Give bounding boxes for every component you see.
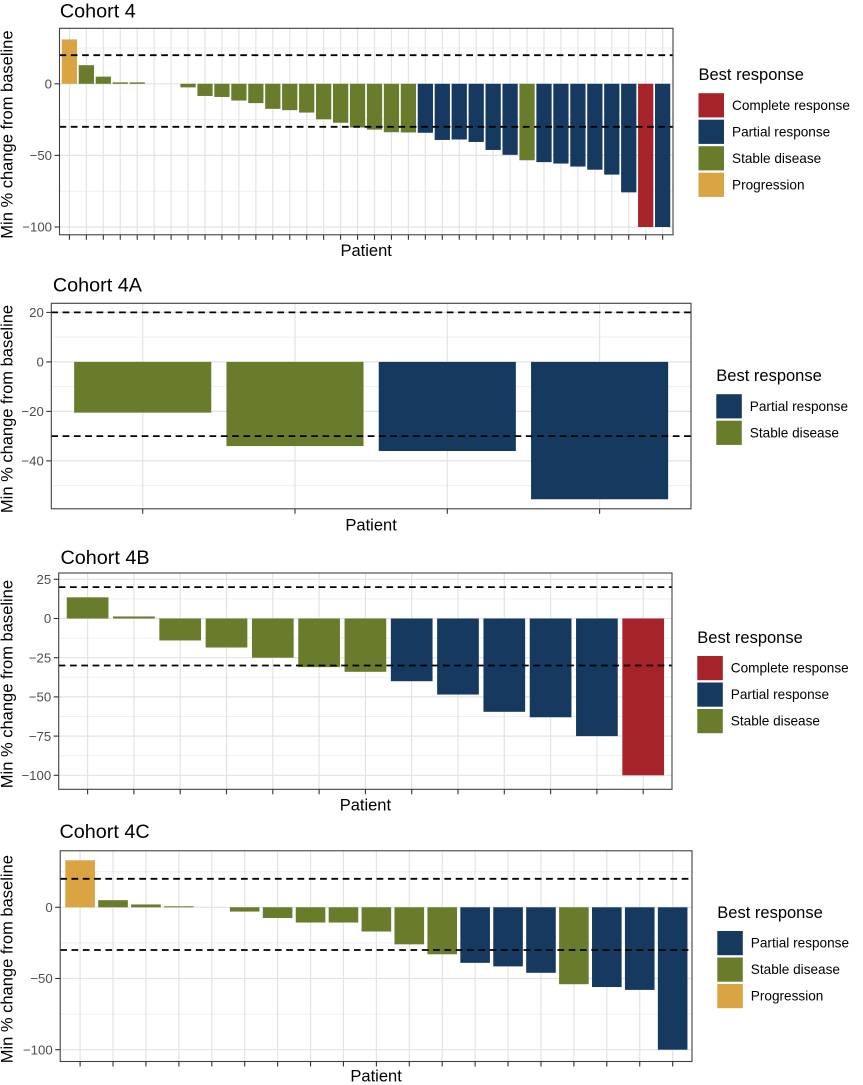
svg-text:Stable disease: Stable disease [731, 714, 820, 729]
svg-text:Cohort 4A: Cohort 4A [53, 274, 143, 296]
svg-text:Best response: Best response [717, 904, 822, 922]
svg-text:Progression: Progression [732, 177, 805, 192]
svg-text:Partial response: Partial response [750, 399, 848, 414]
svg-text:Partial response: Partial response [732, 124, 830, 139]
svg-text:−20: −20 [21, 404, 43, 419]
svg-text:0: 0 [45, 77, 52, 92]
svg-text:Progression: Progression [751, 989, 824, 1004]
svg-text:Patient: Patient [340, 796, 392, 814]
svg-text:0: 0 [45, 900, 52, 915]
svg-text:Best response: Best response [699, 66, 804, 84]
svg-text:Min % change from baseline: Min % change from baseline [0, 305, 17, 513]
svg-text:Best response: Best response [716, 367, 821, 385]
svg-text:−50: −50 [30, 971, 52, 986]
svg-text:Complete response: Complete response [731, 661, 849, 676]
svg-text:Cohort 4C: Cohort 4C [60, 821, 150, 843]
svg-text:−25: −25 [29, 650, 51, 665]
svg-text:0: 0 [44, 611, 51, 626]
svg-text:Cohort 4B: Cohort 4B [61, 547, 150, 569]
svg-text:Partial response: Partial response [731, 687, 829, 702]
svg-text:Min % change from baseline: Min % change from baseline [0, 855, 17, 1063]
svg-text:Min % change from baseline: Min % change from baseline [0, 580, 17, 788]
svg-text:Stable disease: Stable disease [751, 962, 840, 977]
svg-text:−50: −50 [30, 148, 52, 163]
svg-text:Min % change from baseline: Min % change from baseline [0, 30, 17, 238]
svg-text:−100: −100 [23, 1042, 53, 1057]
svg-text:−50: −50 [29, 690, 51, 705]
svg-text:−75: −75 [29, 729, 51, 744]
svg-text:−100: −100 [21, 768, 51, 783]
svg-text:Stable disease: Stable disease [732, 151, 821, 166]
svg-text:Patient: Patient [345, 516, 397, 534]
svg-text:20: 20 [29, 305, 44, 320]
svg-text:Best response: Best response [697, 629, 802, 647]
svg-text:0: 0 [36, 355, 43, 370]
svg-text:Partial response: Partial response [751, 936, 849, 951]
svg-text:−100: −100 [22, 220, 52, 235]
svg-text:Cohort 4: Cohort 4 [60, 1, 136, 23]
svg-text:Stable disease: Stable disease [750, 425, 839, 440]
svg-text:Patient: Patient [350, 1067, 402, 1085]
svg-text:Patient: Patient [341, 242, 393, 260]
svg-text:−40: −40 [21, 454, 43, 469]
svg-text:Complete response: Complete response [732, 98, 850, 113]
svg-text:25: 25 [37, 572, 52, 587]
